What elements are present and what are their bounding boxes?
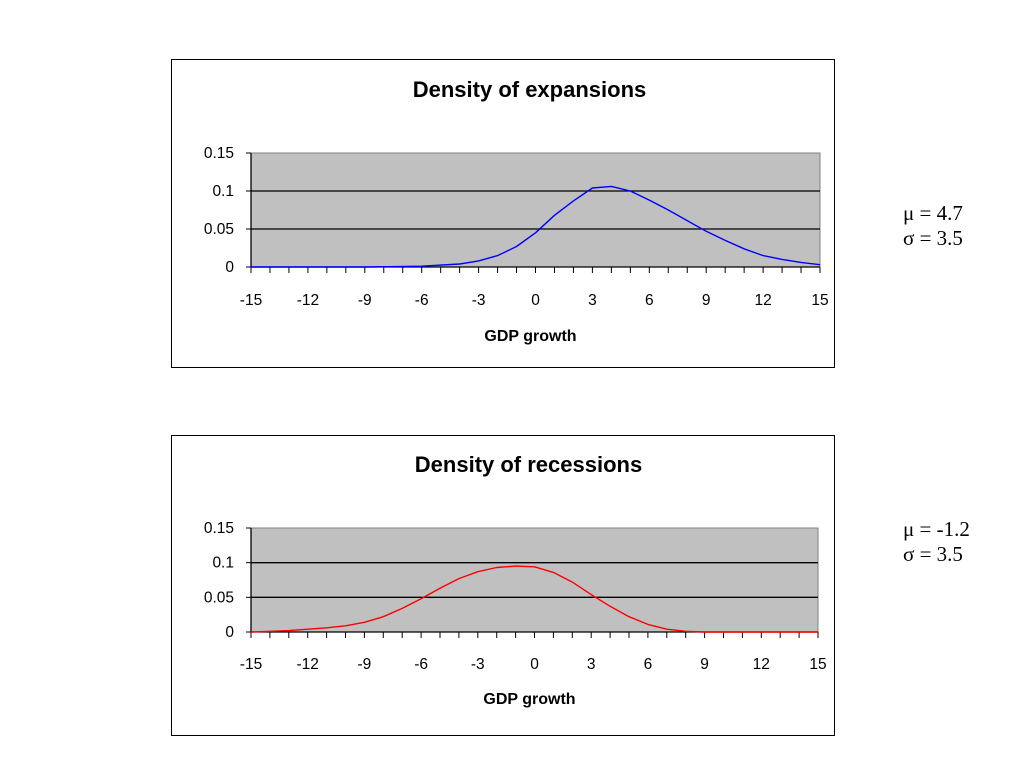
y-tick-label: 0.05: [204, 589, 234, 606]
chart-title: Density of expansions: [413, 77, 647, 102]
x-tick-label: -12: [297, 292, 319, 309]
y-tick-label: 0: [225, 624, 234, 641]
x-tick-label: -6: [414, 656, 428, 673]
y-tick-label: 0.1: [212, 183, 234, 200]
x-tick-label: -6: [415, 292, 429, 309]
x-tick-label: 15: [809, 656, 826, 673]
x-tick-label: 12: [753, 656, 770, 673]
expansions-parameters: μ = 4.7 σ = 3.5: [903, 201, 963, 251]
recessions-density-line: [250, 565, 818, 633]
x-tick-label: 0: [530, 656, 539, 673]
x-tick-label: 3: [587, 656, 596, 673]
x-tick-label: -15: [240, 656, 262, 673]
x-tick-label: 6: [644, 656, 653, 673]
y-tick-label: 0: [225, 259, 234, 276]
plot-area: [250, 527, 819, 633]
x-tick-label: 3: [588, 292, 597, 309]
recessions-mu: μ = -1.2: [903, 517, 970, 541]
x-tick-label: -9: [358, 292, 372, 309]
expansions-sigma: σ = 3.5: [903, 226, 963, 250]
y-tick-label: 0.05: [204, 221, 234, 238]
expansions-density-line: [251, 185, 821, 268]
x-tick-label: 9: [700, 656, 709, 673]
x-tick-label: 15: [811, 292, 828, 309]
x-tick-label: 6: [645, 292, 654, 309]
x-tick-label: -15: [240, 292, 262, 309]
x-tick-label: 9: [702, 292, 711, 309]
recessions-sigma: σ = 3.5: [903, 542, 963, 566]
y-tick-label: 0.1: [212, 555, 234, 572]
expansions-chart: Density of expansions 0.15 0.1 0.05 0 -15 -12 -…: [171, 59, 835, 368]
y-tick-label: 0.15: [204, 520, 234, 537]
recessions-chart: Density of recessions 0.15 0.1 0.05 0 -15 -12 -…: [171, 435, 835, 736]
x-tick-label: 0: [531, 292, 540, 309]
x-tick-label: 12: [754, 292, 771, 309]
expansions-mu: μ = 4.7: [903, 201, 963, 225]
recessions-parameters: μ = -1.2 σ = 3.5: [903, 517, 970, 567]
x-axis-title: GDP growth: [484, 328, 576, 345]
expansions-chart-svg: Density of expansions 0.15 0.1 0.05 0 -15 -12 -…: [204, 77, 829, 345]
chart-title: Density of recessions: [415, 452, 642, 477]
x-tick-label: -3: [472, 292, 486, 309]
x-tick-label: -12: [296, 656, 318, 673]
x-axis-title: GDP growth: [483, 691, 575, 708]
y-tick-label: 0.15: [204, 145, 234, 162]
recessions-chart-svg: Density of recessions 0.15 0.1 0.05 0 -15 -12 -…: [204, 452, 827, 708]
plot-area: [250, 152, 821, 268]
x-tick-label: -9: [358, 656, 372, 673]
x-tick-label: -3: [471, 656, 485, 673]
